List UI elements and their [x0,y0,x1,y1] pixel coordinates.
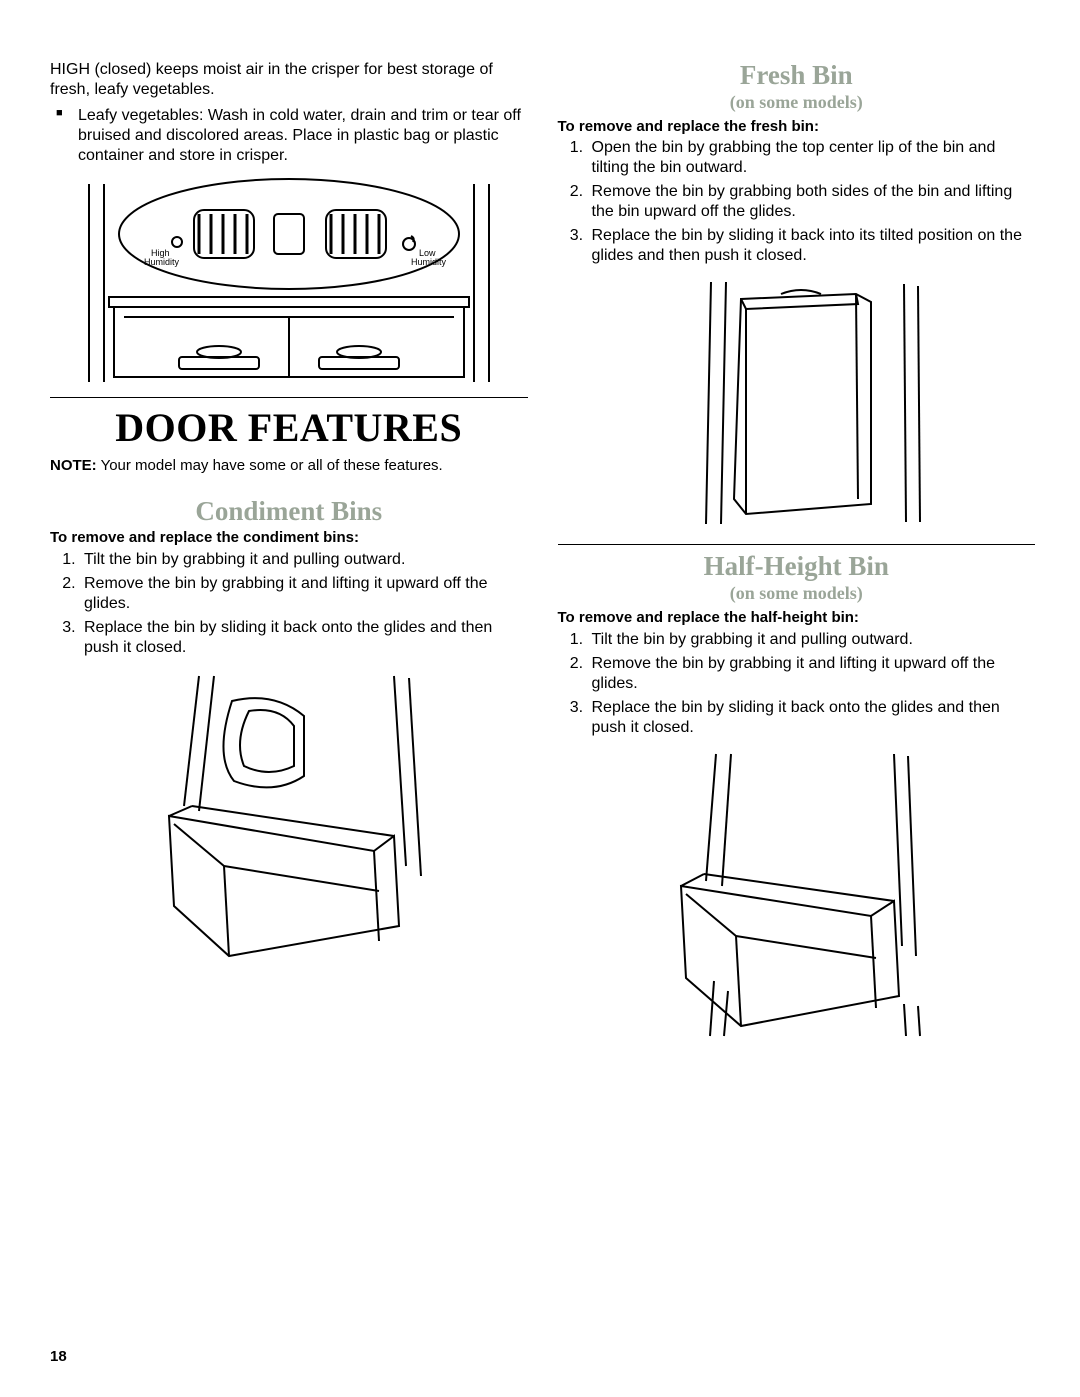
half-illustration [558,746,1036,1046]
fresh-heading: To remove and replace the fresh bin: [558,118,1036,137]
two-columns: HIGH (closed) keeps moist air in the cri… [50,60,1035,1056]
fresh-step: Open the bin by grabbing the top center … [588,138,1036,178]
fresh-steps: Open the bin by grabbing the top center … [558,138,1036,266]
condiment-heading: To remove and replace the condiment bins… [50,529,528,548]
fresh-illustration [558,274,1036,534]
high-label-2: Humidity [144,257,180,267]
half-subnote: (on some models) [558,582,1036,605]
left-column: HIGH (closed) keeps moist air in the cri… [50,60,528,1056]
section-divider [50,397,528,398]
condiment-step: Remove the bin by grabbing it and liftin… [80,574,528,614]
intro-text: HIGH (closed) keeps moist air in the cri… [50,60,528,100]
right-column: Fresh Bin (on some models) To remove and… [558,60,1036,1056]
bullet-item: Leafy vegetables: Wash in cold water, dr… [78,106,528,166]
note-label: NOTE: [50,457,97,474]
half-title: Half-Height Bin [558,551,1036,582]
condiment-illustration [50,666,528,966]
crisper-illustration: High Humidity Low Humidity [50,172,528,387]
bullet-list: Leafy vegetables: Wash in cold water, dr… [50,106,528,166]
condiment-steps: Tilt the bin by grabbing it and pulling … [50,550,528,658]
half-step: Remove the bin by grabbing it and liftin… [588,654,1036,694]
low-label-2: Humidity [411,257,447,267]
condiment-title: Condiment Bins [50,496,528,527]
half-step: Replace the bin by sliding it back onto … [588,698,1036,738]
half-heading: To remove and replace the half-height bi… [558,609,1036,628]
condiment-step: Replace the bin by sliding it back onto … [80,618,528,658]
condiment-step: Tilt the bin by grabbing it and pulling … [80,550,528,570]
note-line: NOTE: Your model may have some or all of… [50,457,528,476]
half-steps: Tilt the bin by grabbing it and pulling … [558,630,1036,738]
page-number: 18 [50,1348,67,1365]
fresh-step: Remove the bin by grabbing both sides of… [588,182,1036,222]
manual-page: HIGH (closed) keeps moist air in the cri… [0,0,1080,1397]
fresh-step: Replace the bin by sliding it back into … [588,226,1036,266]
fresh-subnote: (on some models) [558,91,1036,114]
half-step: Tilt the bin by grabbing it and pulling … [588,630,1036,650]
note-text: Your model may have some or all of these… [101,457,443,474]
half-divider [558,544,1036,545]
door-features-title: DOOR FEATURES [50,404,528,451]
fresh-title: Fresh Bin [558,60,1036,91]
